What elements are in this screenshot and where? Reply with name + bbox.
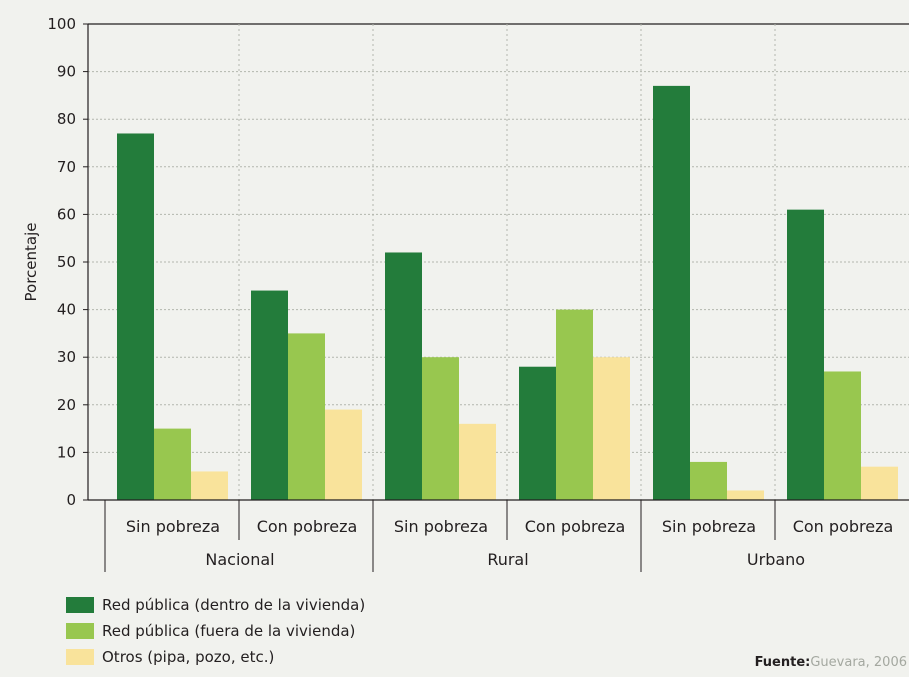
- bar-1-4: [519, 366, 556, 500]
- y-tick-label-50: 50: [57, 253, 76, 271]
- y-tick-label-20: 20: [57, 396, 76, 414]
- legend-label-fuera: Red pública (fuera de la vivienda): [102, 622, 356, 640]
- legend-item-dentro: Red pública (dentro de la vivienda): [66, 592, 365, 618]
- y-tick-label-10: 10: [57, 443, 76, 461]
- legend-item-fuera: Red pública (fuera de la vivienda): [66, 618, 365, 644]
- legend-swatch-fuera: [66, 623, 94, 639]
- y-tick-label-0: 0: [66, 491, 76, 509]
- source-text: Guevara, 2006: [810, 655, 907, 670]
- bar-2-6: [824, 371, 861, 500]
- bar-1-5: [653, 85, 690, 500]
- bar-2-3: [422, 357, 459, 500]
- axes: [83, 23, 909, 572]
- bars: [117, 85, 898, 501]
- x-category-label-1: Sin pobreza: [126, 517, 220, 536]
- x-category-label-3: Sin pobreza: [394, 517, 488, 536]
- x-category-label-2: Con pobreza: [257, 517, 358, 536]
- source-note: Fuente:Guevara, 2006: [755, 655, 907, 670]
- bar-2-5: [690, 461, 727, 500]
- x-group-label-3: Urbano: [747, 550, 805, 569]
- legend-label-otros: Otros (pipa, pozo, etc.): [102, 648, 275, 666]
- bar-1-1: [117, 133, 154, 501]
- legend-swatch-dentro: [66, 597, 94, 613]
- x-category-label-5: Sin pobreza: [662, 517, 756, 536]
- x-group-label-2: Rural: [487, 550, 528, 569]
- bar-3-2: [325, 409, 362, 500]
- legend: Red pública (dentro de la vivienda) Red …: [66, 592, 365, 670]
- x-group-label-1: Nacional: [205, 550, 274, 569]
- bar-3-6: [861, 466, 898, 500]
- bar-1-2: [251, 290, 288, 500]
- y-tick-label-90: 90: [57, 63, 76, 81]
- bar-2-1: [154, 428, 191, 500]
- x-category-label-4: Con pobreza: [525, 517, 626, 536]
- bar-1-3: [385, 252, 422, 500]
- y-tick-label-100: 100: [47, 15, 76, 33]
- bar-3-4: [593, 357, 630, 500]
- y-tick-label-60: 60: [57, 205, 76, 223]
- y-tick-label-80: 80: [57, 110, 76, 128]
- axis-labels: 0 10 20 30 40 50 60 70 80 90 100 Sin pobreza Con pob…: [47, 15, 893, 569]
- y-tick-label-70: 70: [57, 158, 76, 176]
- y-tick-label-40: 40: [57, 301, 76, 319]
- bar-2-4: [556, 309, 593, 500]
- legend-label-dentro: Red pública (dentro de la vivienda): [102, 596, 366, 614]
- bar-1-6: [787, 209, 824, 500]
- y-tick-label-30: 30: [57, 348, 76, 366]
- bar-3-1: [191, 471, 228, 500]
- bar-3-5: [727, 490, 764, 500]
- y-axis-label: Porcentaje: [22, 223, 40, 302]
- legend-item-otros: Otros (pipa, pozo, etc.): [66, 644, 365, 670]
- legend-swatch-otros: [66, 649, 94, 665]
- bar-3-3: [459, 423, 496, 500]
- x-category-label-6: Con pobreza: [793, 517, 894, 536]
- gridlines: [88, 23, 909, 500]
- bar-2-2: [288, 333, 325, 500]
- source-label: Fuente:: [754, 655, 811, 670]
